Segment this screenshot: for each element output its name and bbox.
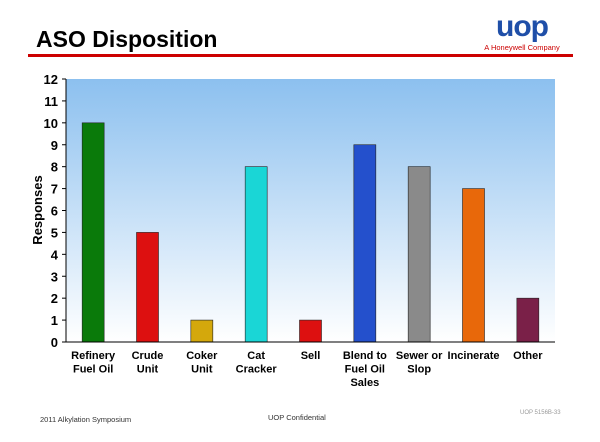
slide-title: ASO Disposition xyxy=(36,26,218,52)
logo-subtitle: A Honeywell Company xyxy=(484,43,560,52)
x-tick-label: Other xyxy=(513,350,543,362)
bar xyxy=(516,297,540,343)
y-tick-label: 5 xyxy=(51,225,58,240)
y-axis-label: Responses xyxy=(30,175,45,244)
bar xyxy=(462,188,485,343)
uop-logo: uop A Honeywell Company xyxy=(472,10,572,53)
x-tick-label: Fuel Oil xyxy=(73,364,113,376)
bar xyxy=(190,319,214,343)
bar xyxy=(244,166,268,343)
x-tick-label: Coker xyxy=(186,350,218,362)
y-tick-label: 4 xyxy=(51,247,59,262)
x-tick-label: Refinery xyxy=(71,350,116,362)
x-tick-label: Slop xyxy=(407,364,431,376)
bar xyxy=(353,144,377,343)
logo-mark: uop xyxy=(496,10,549,43)
x-tick-label: Cracker xyxy=(236,364,278,376)
title-rule xyxy=(28,54,573,57)
bar xyxy=(407,166,431,343)
y-tick-label: 1 xyxy=(51,313,58,328)
x-tick-label: Sell xyxy=(301,350,321,362)
y-tick-label: 3 xyxy=(51,269,58,284)
y-tick-label: 6 xyxy=(51,204,58,219)
x-tick-label: Blend to xyxy=(343,350,387,362)
x-tick-label: Sales xyxy=(350,377,379,389)
y-tick-label: 8 xyxy=(51,160,58,175)
footer-confidential: UOP Confidential xyxy=(268,413,326,422)
x-tick-label: Sewer or xyxy=(396,350,443,362)
y-tick-label: 0 xyxy=(51,335,58,350)
y-tick-label: 7 xyxy=(51,182,58,197)
y-tick-label: 12 xyxy=(44,72,58,87)
footer-doc-id: UOP 5156B-33 xyxy=(520,410,561,416)
x-tick-label: Unit xyxy=(137,364,159,376)
y-tick-label: 9 xyxy=(51,138,58,153)
y-tick-label: 10 xyxy=(44,116,58,131)
footer-event: 2011 Alkylation Symposium xyxy=(40,415,132,424)
bar xyxy=(299,319,322,343)
bar xyxy=(81,122,105,343)
bar xyxy=(136,232,159,343)
x-tick-label: Unit xyxy=(191,364,213,376)
x-tick-label: Crude xyxy=(132,350,164,362)
x-tick-label: Incinerate xyxy=(448,350,500,362)
y-tick-label: 11 xyxy=(44,94,58,109)
x-tick-label: Cat xyxy=(247,350,265,362)
y-tick-label: 2 xyxy=(51,291,58,306)
x-tick-label: Fuel Oil xyxy=(345,364,385,376)
